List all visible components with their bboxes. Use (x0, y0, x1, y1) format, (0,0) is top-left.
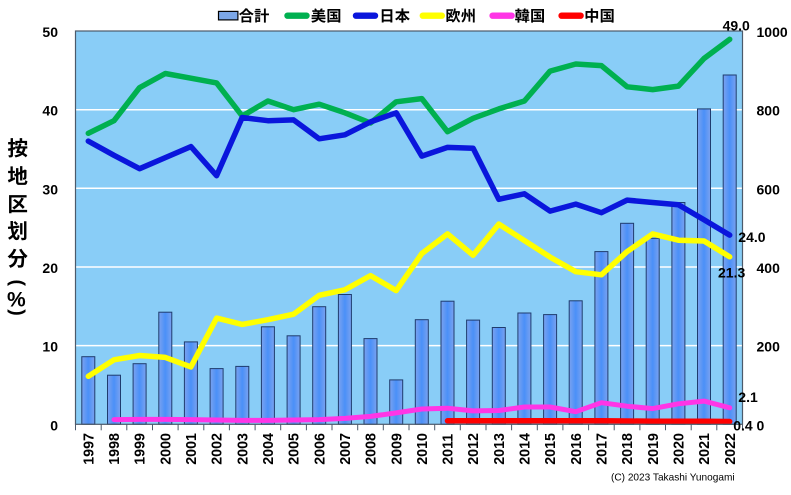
svg-text:49.0: 49.0 (723, 18, 750, 34)
svg-text:2001: 2001 (184, 433, 200, 465)
svg-text:2008: 2008 (364, 433, 380, 465)
svg-text:40: 40 (42, 103, 58, 119)
svg-text:2017: 2017 (595, 433, 611, 465)
svg-text:2012: 2012 (466, 433, 482, 465)
svg-text:30: 30 (42, 181, 58, 197)
svg-text:800: 800 (757, 103, 781, 119)
svg-text:2007: 2007 (338, 433, 354, 465)
svg-text:2006: 2006 (312, 433, 328, 465)
svg-text:2013: 2013 (492, 433, 508, 465)
svg-text:2009: 2009 (389, 433, 405, 465)
svg-text:200: 200 (757, 339, 781, 355)
svg-text:2020: 2020 (672, 433, 688, 465)
svg-text:(C) 2023 Takashi Yunogami: (C) 2023 Takashi Yunogami (611, 473, 735, 484)
svg-text:1999: 1999 (133, 433, 149, 465)
svg-text:2002: 2002 (210, 433, 226, 465)
svg-text:20: 20 (42, 260, 58, 276)
svg-text:2003: 2003 (235, 433, 251, 465)
svg-text:2014: 2014 (518, 433, 534, 465)
svg-text:1998: 1998 (107, 433, 123, 465)
svg-text:2015: 2015 (543, 433, 559, 465)
svg-text:21.3: 21.3 (718, 265, 745, 281)
svg-text:2019: 2019 (646, 433, 662, 465)
svg-text:1000: 1000 (757, 24, 788, 40)
svg-text:): ) (7, 309, 29, 316)
svg-text:2018: 2018 (620, 433, 636, 465)
svg-text:600: 600 (757, 181, 781, 197)
svg-text:1997: 1997 (81, 433, 97, 465)
svg-text:2005: 2005 (287, 433, 303, 465)
svg-text:2011: 2011 (441, 434, 457, 465)
svg-text:2004: 2004 (261, 433, 277, 465)
svg-text:2000: 2000 (158, 433, 174, 465)
svg-text:0: 0 (757, 417, 765, 433)
svg-text:(: ( (7, 280, 29, 287)
svg-text:400: 400 (757, 260, 781, 276)
svg-text:50: 50 (42, 24, 58, 40)
svg-text:10: 10 (42, 339, 58, 355)
svg-text:2016: 2016 (569, 433, 585, 465)
svg-text:0.4: 0.4 (733, 418, 753, 434)
svg-text:0: 0 (50, 417, 58, 433)
svg-text:%: % (7, 288, 26, 311)
svg-text:2.1: 2.1 (738, 389, 758, 405)
svg-text:24.0: 24.0 (738, 229, 765, 245)
svg-text:2021: 2021 (697, 433, 713, 465)
svg-text:2022: 2022 (723, 433, 739, 465)
svg-text:2010: 2010 (415, 433, 431, 465)
